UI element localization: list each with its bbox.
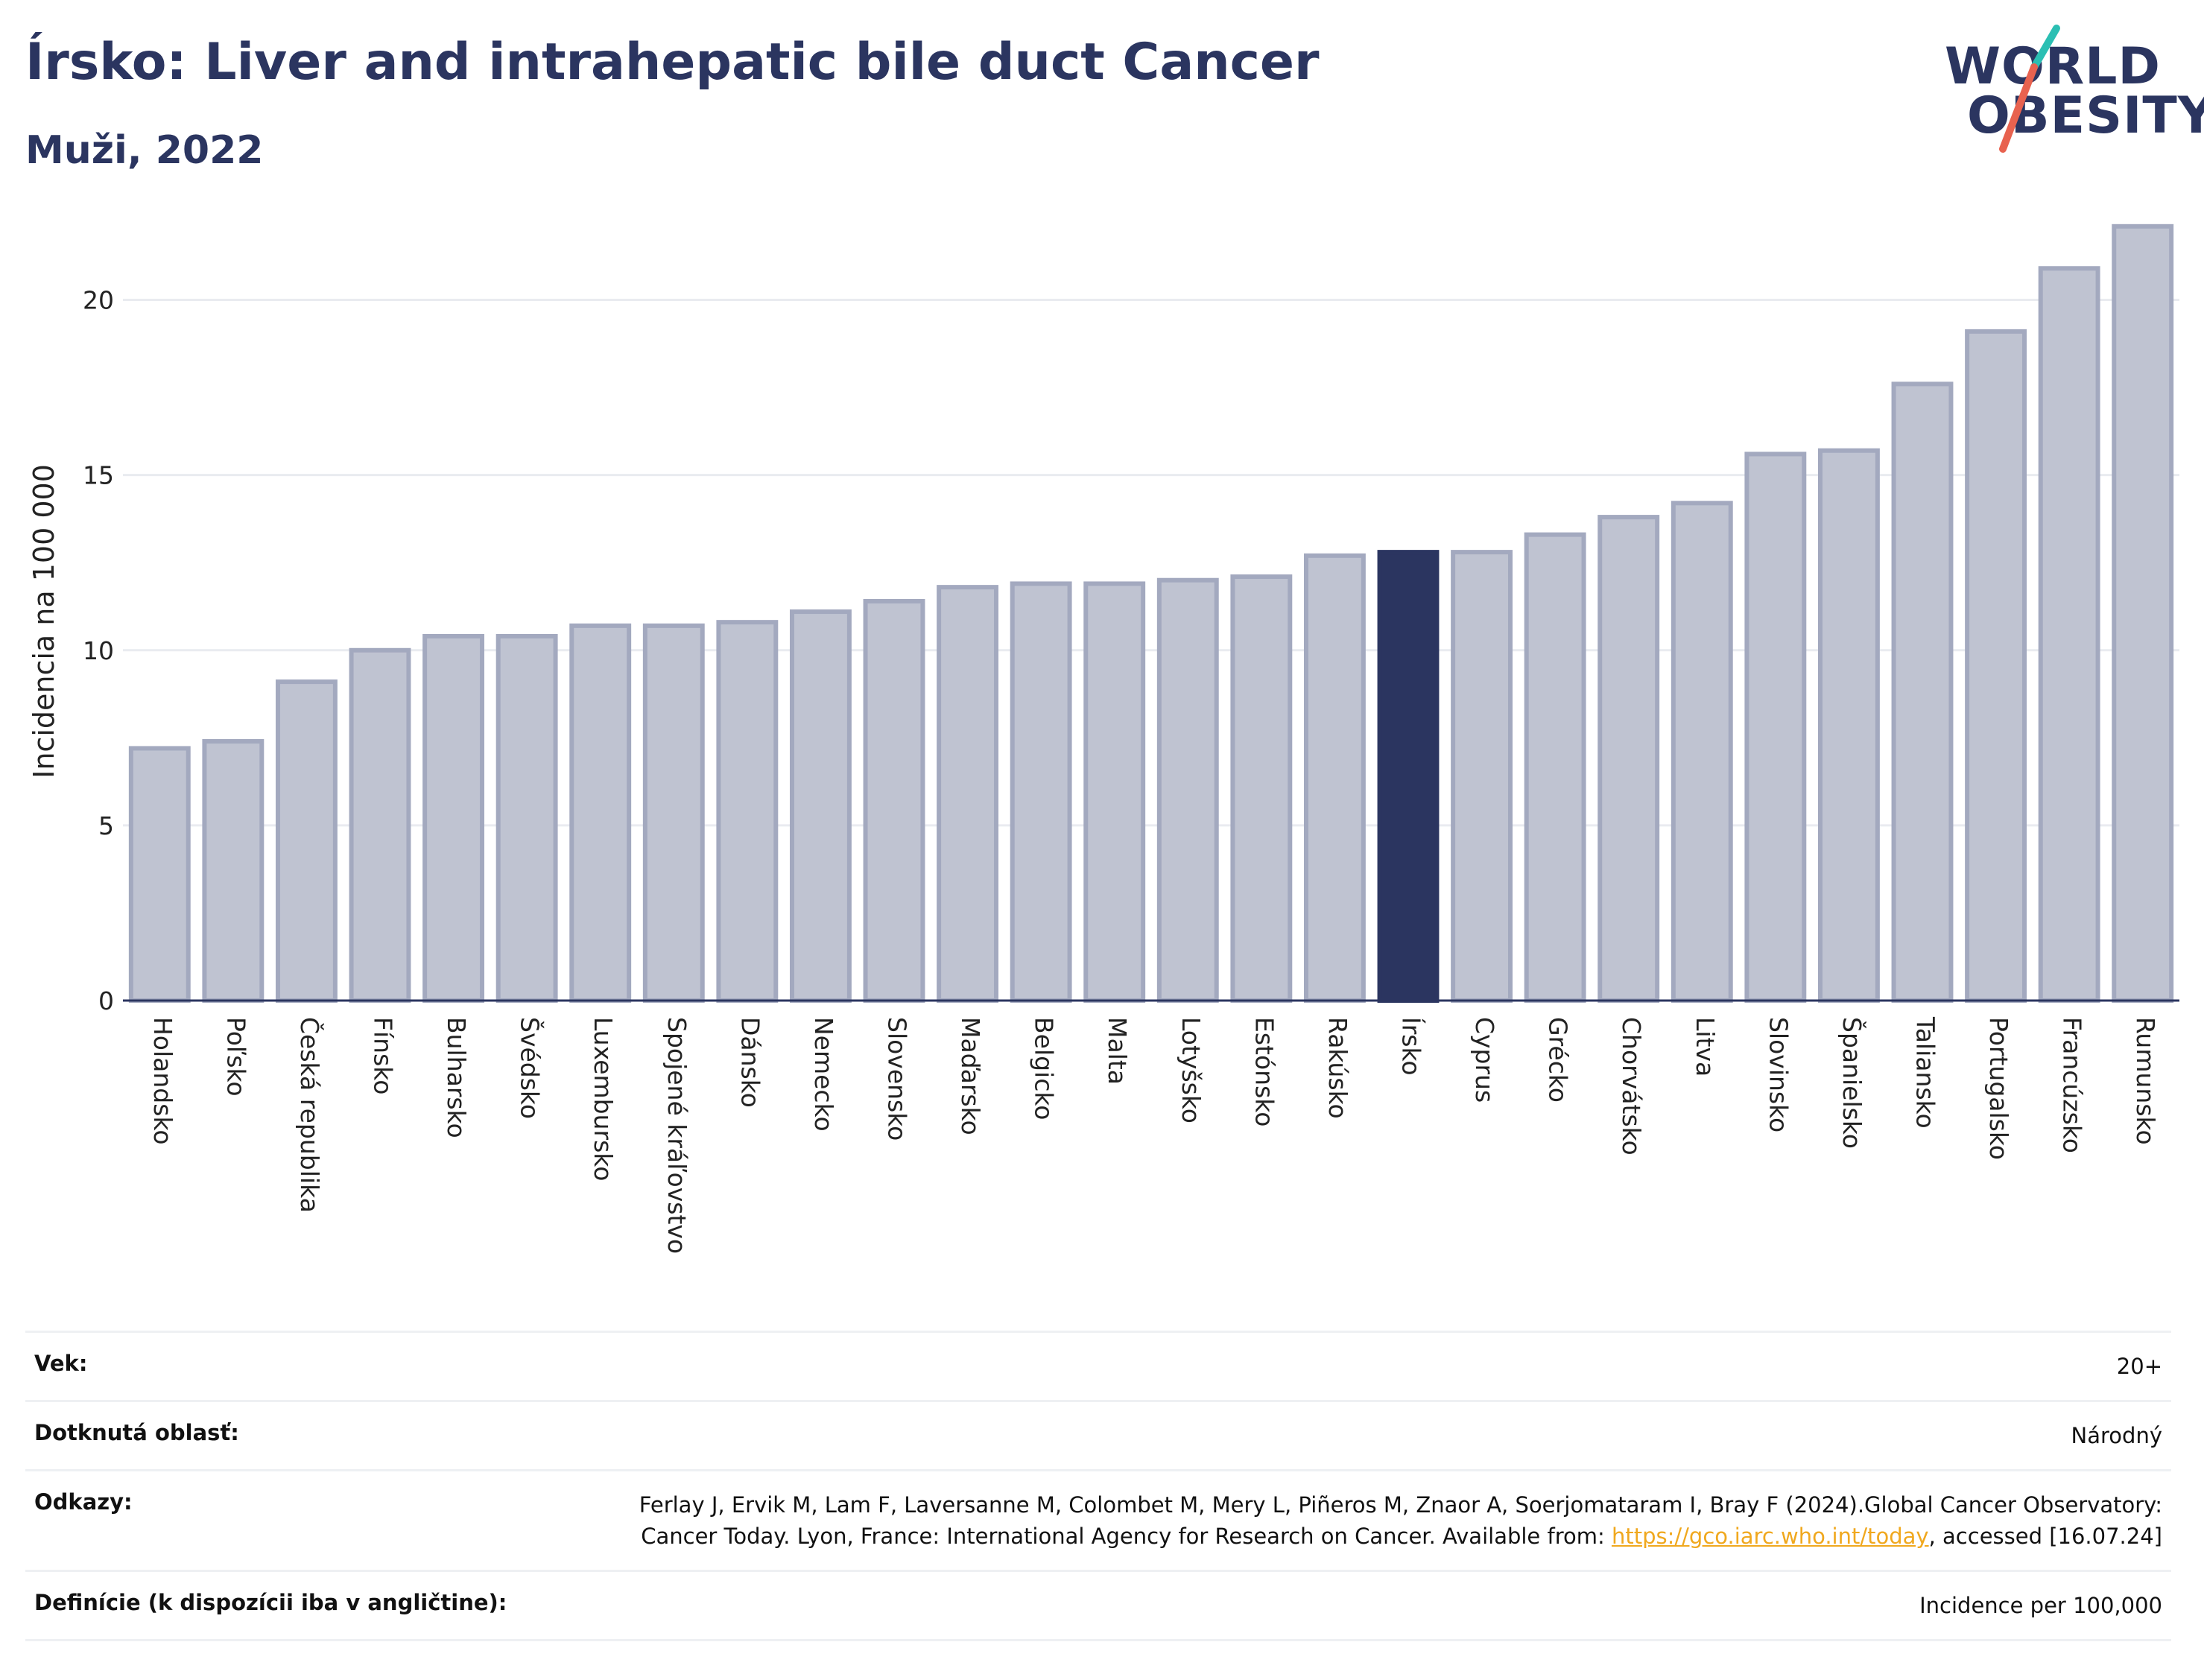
y-tick-label: 15 bbox=[83, 461, 114, 490]
x-tick-label: Litva bbox=[1691, 1017, 1720, 1077]
bar-poľsko[interactable] bbox=[202, 739, 265, 1004]
bars bbox=[128, 224, 2174, 1004]
meta-key: Vek: bbox=[34, 1351, 88, 1376]
x-tick-label: Fínsko bbox=[369, 1017, 398, 1094]
x-tick-label: Rumunsko bbox=[2131, 1017, 2160, 1145]
bar-chart: 0 5 10 15 20 Holandsko Poľsko Česká republika F… bbox=[28, 224, 2179, 1254]
bar-lotyšsko[interactable] bbox=[1156, 577, 1219, 1003]
bar-estónsko[interactable] bbox=[1230, 574, 1293, 1003]
reference-text: Ferlay J, Ervik M, Lam F, Laversanne M, … bbox=[639, 1492, 2162, 1550]
bar-malta[interactable] bbox=[1083, 581, 1146, 1003]
bar-taliansko[interactable] bbox=[1891, 381, 1954, 1003]
x-tick-label: Španielsko bbox=[1837, 1017, 1867, 1149]
meta-value: Ferlay J, Ervik M, Lam F, Laversanne M, … bbox=[560, 1489, 2162, 1552]
x-tick-label: Slovensko bbox=[883, 1017, 912, 1141]
bar-chorvátsko[interactable] bbox=[1597, 515, 1660, 1003]
x-tick-label: Maďarsko bbox=[956, 1017, 985, 1135]
bar-spojené-kráľovstvo[interactable] bbox=[642, 623, 705, 1004]
meta-key: Dotknutá oblasť: bbox=[34, 1420, 239, 1446]
x-tick-label: Cyprus bbox=[1470, 1017, 1499, 1103]
x-tick-label: Francúzsko bbox=[2058, 1017, 2087, 1153]
x-tick-label: Poľsko bbox=[221, 1017, 250, 1097]
x-tick-label: Rakúsko bbox=[1323, 1017, 1352, 1119]
bar-belgicko[interactable] bbox=[1010, 581, 1072, 1003]
bar-bulharsko[interactable] bbox=[422, 633, 485, 1003]
bar-dánsko[interactable] bbox=[716, 620, 779, 1003]
bar-portugalsko[interactable] bbox=[1965, 329, 2027, 1003]
reference-link[interactable]: https://gco.iarc.who.int/today bbox=[1611, 1524, 1929, 1550]
bar-luxembursko[interactable] bbox=[569, 623, 632, 1004]
bar-grécko[interactable] bbox=[1524, 532, 1586, 1003]
bar-francúzsko[interactable] bbox=[2038, 266, 2100, 1004]
logo-line-1: WORLD bbox=[1945, 37, 2161, 96]
chart-title: Írsko: Liver and intrahepatic bile duct … bbox=[25, 33, 1320, 92]
bar-rakúsko[interactable] bbox=[1303, 553, 1366, 1004]
x-tick-label: Lotyšsko bbox=[1177, 1017, 1206, 1123]
bar-švédsko[interactable] bbox=[495, 633, 558, 1003]
x-tick-label: Švédsko bbox=[516, 1017, 545, 1119]
x-tick-label: Chorvátsko bbox=[1617, 1017, 1646, 1156]
y-axis-ticks: 0 5 10 15 20 bbox=[83, 286, 114, 1015]
y-tick-label: 0 bbox=[98, 986, 114, 1015]
bar-česká-republika[interactable] bbox=[275, 679, 338, 1003]
x-tick-label: Dánsko bbox=[735, 1017, 764, 1108]
y-tick-label: 5 bbox=[98, 811, 114, 840]
bar-rumunsko[interactable] bbox=[2112, 224, 2174, 1004]
meta-row-area: Dotknutá oblasť: Národný bbox=[25, 1400, 2171, 1469]
x-tick-label: Estónsko bbox=[1250, 1017, 1279, 1126]
chart-subtitle: Muži, 2022 bbox=[25, 128, 264, 173]
meta-value: Národný bbox=[2071, 1423, 2162, 1449]
bar-holandsko[interactable] bbox=[128, 746, 191, 1003]
bar-maďarsko[interactable] bbox=[937, 585, 999, 1003]
meta-row-definitions: Definície (k dispozícii iba v angličtine… bbox=[25, 1570, 2171, 1642]
x-tick-label: Bulharsko bbox=[442, 1017, 471, 1138]
x-axis-labels: Holandsko Poľsko Česká republika Fínsko Bulh… bbox=[148, 1016, 2160, 1254]
meta-value: Incidence per 100,000 bbox=[1919, 1593, 2162, 1619]
logo-slash-icon bbox=[1999, 25, 2060, 153]
metadata-table: Vek: 20+ Dotknutá oblasť: Národný Odkazy… bbox=[25, 1331, 2171, 1642]
reference-accessed: , accessed [16.07.24] bbox=[1928, 1524, 2162, 1550]
meta-row-age: Vek: 20+ bbox=[25, 1331, 2171, 1400]
y-axis-label: Incidencia na 100 000 bbox=[28, 464, 60, 779]
x-tick-label: Portugalsko bbox=[1984, 1017, 2013, 1160]
x-tick-label: Taliansko bbox=[1911, 1016, 1940, 1129]
bar-litva[interactable] bbox=[1671, 501, 1733, 1004]
meta-value: 20+ bbox=[2116, 1354, 2162, 1379]
x-tick-label: Slovinsko bbox=[1764, 1017, 1793, 1132]
bar-slovensko[interactable] bbox=[863, 598, 925, 1003]
y-tick-label: 20 bbox=[83, 286, 114, 315]
x-tick-label: Írsko bbox=[1397, 1017, 1427, 1076]
x-tick-label: Holandsko bbox=[148, 1017, 177, 1145]
bar-slovinsko[interactable] bbox=[1744, 451, 1807, 1004]
x-tick-label: Malta bbox=[1103, 1017, 1132, 1085]
meta-key: Odkazy: bbox=[34, 1489, 133, 1515]
meta-row-references: Odkazy: Ferlay J, Ervik M, Lam F, Lavers… bbox=[25, 1469, 2171, 1570]
bar-nemecko[interactable] bbox=[789, 609, 852, 1003]
world-obesity-logo: WORLD OBESITY bbox=[1945, 22, 2204, 164]
meta-key: Definície (k dispozícii iba v angličtine… bbox=[34, 1590, 507, 1616]
x-tick-label: Spojené kráľovstvo bbox=[662, 1017, 691, 1254]
bar-španielsko[interactable] bbox=[1817, 448, 1880, 1003]
bar-fínsko[interactable] bbox=[349, 647, 411, 1003]
x-tick-label: Luxembursko bbox=[589, 1017, 618, 1181]
x-tick-label: Nemecko bbox=[809, 1017, 838, 1132]
x-tick-label: Česká republika bbox=[295, 1017, 325, 1213]
x-tick-label: Belgicko bbox=[1030, 1017, 1059, 1120]
bar-cyprus[interactable] bbox=[1451, 550, 1513, 1004]
y-tick-label: 10 bbox=[83, 636, 114, 665]
x-tick-label: Grécko bbox=[1544, 1017, 1573, 1103]
bar-írsko[interactable] bbox=[1377, 550, 1440, 1004]
